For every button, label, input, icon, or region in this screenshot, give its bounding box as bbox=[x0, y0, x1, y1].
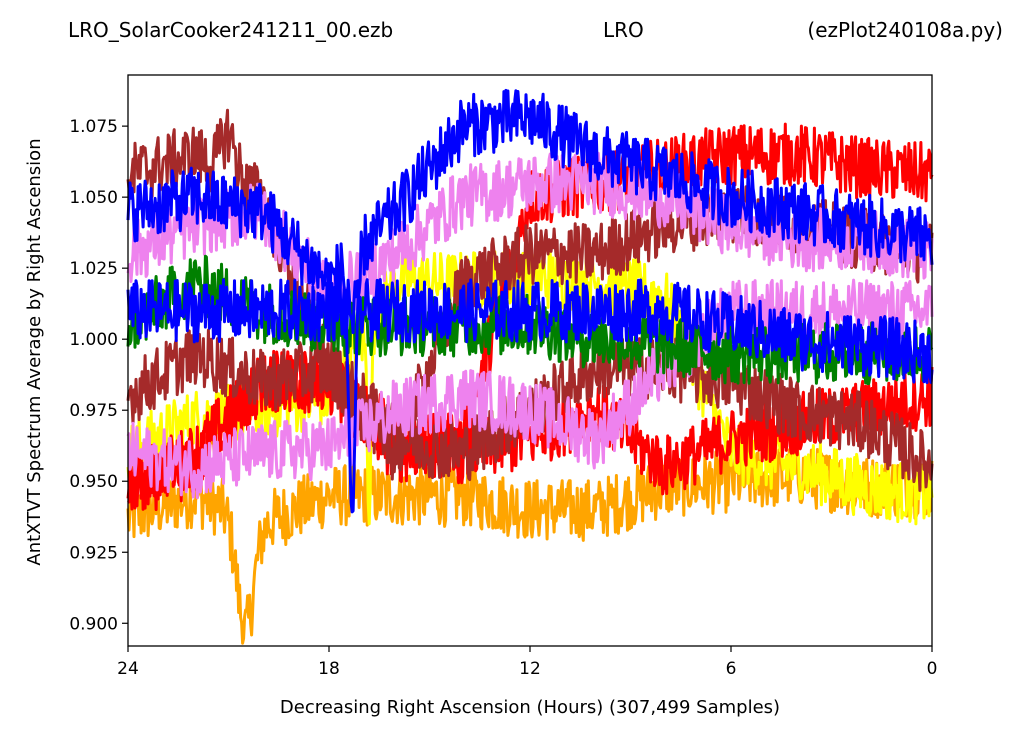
plot-frame bbox=[127, 74, 933, 647]
series-line-9 bbox=[126, 88, 934, 514]
x-tick-label: 18 bbox=[318, 659, 340, 679]
y-tick-label: 0.900 bbox=[69, 614, 118, 634]
y-tick-label: 0.950 bbox=[69, 472, 118, 492]
axis-ticks: 24 18 12 6 0 0.900 0.925 0.950 0.975 1.000 1.025 1.… bbox=[69, 117, 937, 679]
x-tick-label: 0 bbox=[927, 659, 938, 679]
y-tick-label: 1.050 bbox=[69, 188, 118, 208]
title-site: LRO bbox=[603, 18, 644, 42]
y-tick-label: 1.025 bbox=[69, 259, 118, 279]
title-file: LRO_SolarCooker241211_00.ezb bbox=[68, 18, 393, 42]
x-axis-label: Decreasing Right Ascension (Hours) (307,… bbox=[280, 697, 780, 718]
x-tick-label: 6 bbox=[726, 659, 737, 679]
x-tick-label: 12 bbox=[519, 659, 541, 679]
y-tick-label: 1.075 bbox=[69, 117, 118, 137]
y-tick-label: 0.925 bbox=[69, 543, 118, 563]
y-tick-label: 1.000 bbox=[69, 330, 118, 350]
title-program: (ezPlot240108a.py) bbox=[807, 18, 1003, 42]
y-axis-label: AntXTVT Spectrum Average by Right Ascens… bbox=[24, 138, 45, 565]
x-tick-label: 24 bbox=[117, 659, 139, 679]
series-line-10 bbox=[126, 278, 934, 384]
y-tick-label: 0.975 bbox=[69, 401, 118, 421]
plot-lines bbox=[126, 88, 934, 645]
